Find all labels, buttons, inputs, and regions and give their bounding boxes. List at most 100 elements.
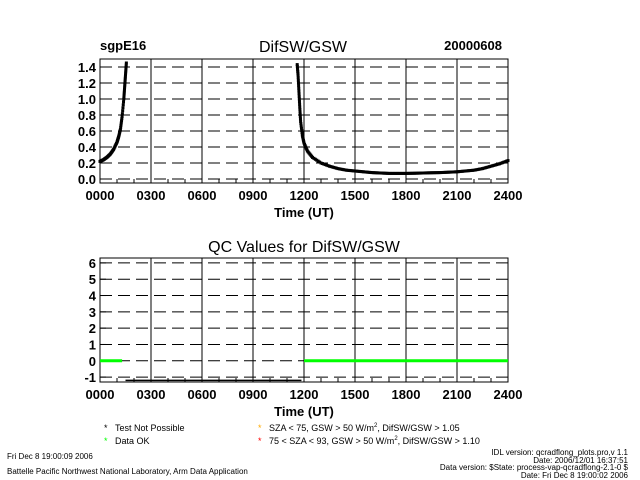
x-tick-label: 0600 xyxy=(188,188,217,203)
legend-star-tnp: * xyxy=(104,423,108,433)
data-point xyxy=(297,84,301,88)
x-tick-label: 2100 xyxy=(443,387,472,402)
data-point xyxy=(122,100,126,104)
data-point xyxy=(295,63,299,67)
legend-star-sza75: * xyxy=(258,423,262,433)
data-point xyxy=(296,73,300,77)
footer-lab: Battelle Pacific Northwest National Labo… xyxy=(7,467,248,476)
x-tick-label: 1200 xyxy=(290,387,319,402)
x-tick-label: 0000 xyxy=(86,387,115,402)
data-point xyxy=(297,97,301,101)
data-point xyxy=(119,123,123,127)
data-point xyxy=(123,77,127,81)
data-point xyxy=(120,112,124,116)
data-point xyxy=(122,97,126,101)
data-point xyxy=(300,128,304,132)
data-point xyxy=(119,125,123,129)
difsw-gsw-chart: 0.00.20.40.60.81.01.21.4 0000 0300 0600 090… xyxy=(78,58,523,220)
data-point xyxy=(123,75,127,79)
legend-data-ok: Data OK xyxy=(115,436,150,446)
y-tick-label: 1.0 xyxy=(78,92,96,107)
x-tick-label: 1500 xyxy=(341,188,370,203)
data-point xyxy=(120,119,124,123)
y-tick-label: -1 xyxy=(84,370,96,385)
y-tick-label: 0.8 xyxy=(78,108,96,123)
x-tick-label: 1800 xyxy=(392,188,421,203)
x-tick-label: 1800 xyxy=(392,387,421,402)
legend-star-sza93: * xyxy=(258,436,262,446)
chart1-xlabel: Time (UT) xyxy=(274,205,334,220)
data-point xyxy=(298,102,302,106)
data-point xyxy=(124,61,128,65)
x-tick-label: 2400 xyxy=(494,188,523,203)
data-point xyxy=(124,63,128,67)
y-tick-label: 5 xyxy=(89,272,96,287)
data-point xyxy=(298,105,302,109)
data-point xyxy=(297,94,301,98)
footer-left-date: Fri Dec 8 19:00:09 2006 xyxy=(7,452,93,461)
chart2-xlabel: Time (UT) xyxy=(274,404,334,419)
date-label: 20000608 xyxy=(444,38,502,53)
data-point xyxy=(122,91,126,95)
legend-sza93: 75 < SZA < 93, GSW > 50 W/m2, DifSW/GSW … xyxy=(269,436,480,446)
data-point xyxy=(296,71,300,75)
data-point xyxy=(299,124,303,128)
y-tick-label: 4 xyxy=(89,289,97,304)
data-point xyxy=(123,85,127,89)
x-tick-label: 0000 xyxy=(86,188,115,203)
y-tick-label: 0.4 xyxy=(78,140,97,155)
x-tick-label: 0600 xyxy=(188,387,217,402)
data-point xyxy=(296,78,300,82)
site-label: sgpE16 xyxy=(100,38,146,53)
data-point xyxy=(295,66,299,70)
y-tick-label: 2 xyxy=(89,321,96,336)
y-tick-label: 1 xyxy=(89,337,96,352)
data-point xyxy=(124,67,128,71)
data-point xyxy=(297,89,301,93)
data-point xyxy=(298,115,302,119)
data-point xyxy=(122,89,126,93)
data-point xyxy=(124,73,127,77)
data-point xyxy=(300,131,304,135)
y-tick-label: 1.4 xyxy=(78,60,97,75)
legend-test-not-possible: Test Not Possible xyxy=(115,423,185,433)
data-point xyxy=(297,86,301,90)
data-point xyxy=(298,112,302,116)
data-point xyxy=(121,103,125,107)
data-point xyxy=(123,83,127,87)
data-point xyxy=(121,109,125,113)
footer-idl-version: IDL version: qcradflong_plots.pro,v 1.1 xyxy=(491,448,628,457)
plot-title: DifSW/GSW xyxy=(259,39,348,56)
x-tick-label: 0300 xyxy=(137,188,166,203)
footer-data-version: Data version: $State: process-vap-qcradf… xyxy=(440,463,629,472)
legend-sza75: SZA < 75, GSW > 50 W/m2, DifSW/GSW > 1.0… xyxy=(269,423,460,433)
footer-date-fri: Date: Fri Dec 8 19:00:02 2006 xyxy=(521,471,629,480)
data-point xyxy=(296,76,300,80)
x-tick-label: 0300 xyxy=(137,387,166,402)
data-point xyxy=(123,87,127,91)
qc-chart-title: QC Values for DifSW/GSW xyxy=(208,239,401,256)
data-point xyxy=(124,65,128,69)
data-point xyxy=(297,92,301,96)
y-tick-label: 0.0 xyxy=(78,172,96,187)
data-point xyxy=(120,117,124,121)
data-point xyxy=(121,106,125,110)
data-point xyxy=(299,119,303,123)
data-point xyxy=(122,93,126,97)
y-tick-label: 1.2 xyxy=(78,76,96,91)
x-tick-label: 2400 xyxy=(494,387,523,402)
footer-date-line: Date: 2006/12/01 16:37:51 xyxy=(533,456,628,465)
data-point xyxy=(123,81,127,85)
y-tick-label: 3 xyxy=(89,305,96,320)
y-tick-label: 0 xyxy=(89,354,96,369)
data-point xyxy=(298,107,302,111)
data-point xyxy=(298,117,302,121)
data-point xyxy=(118,127,122,131)
data-point xyxy=(295,64,299,68)
data-point xyxy=(124,71,128,75)
x-tick-label: 1200 xyxy=(290,188,319,203)
x-tick-label: 1500 xyxy=(341,387,370,402)
x-tick-label: 2100 xyxy=(443,188,472,203)
